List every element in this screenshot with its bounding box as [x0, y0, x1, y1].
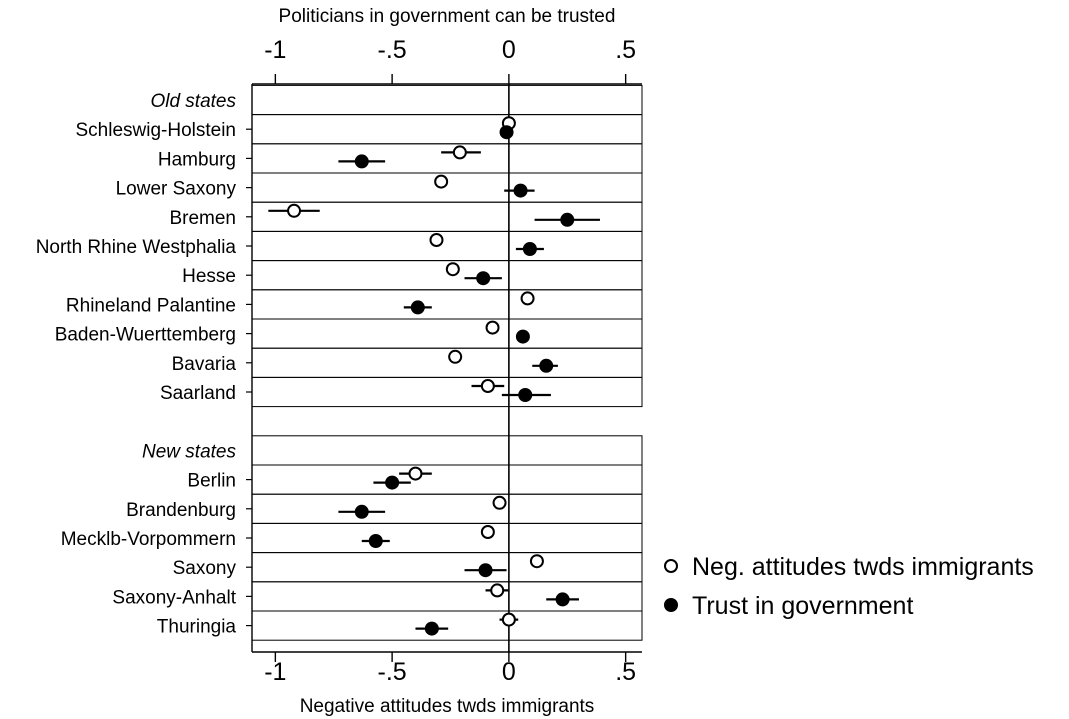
- trust-government-point: [354, 154, 369, 169]
- row-label: Hamburg: [158, 149, 236, 170]
- trust-government-point: [522, 242, 537, 256]
- row-label: Schleswig-Holstein: [75, 120, 236, 141]
- axes: -1 -.5 0 .5 -1 -.5 0 .5: [251, 36, 642, 686]
- row-label: Rhineland Palantine: [66, 295, 236, 316]
- legend-label: Neg. attitudes twds immigrants: [692, 553, 1034, 581]
- neg-attitude-point: [429, 233, 444, 247]
- trust-government-point: [385, 475, 400, 490]
- row-label: Saxony: [173, 558, 237, 579]
- trust-government-point: [410, 300, 425, 315]
- row-band: [251, 435, 643, 466]
- neg-attitude-point: [480, 525, 495, 539]
- bottom-tick-label: -1: [264, 658, 286, 686]
- row-band: [251, 376, 643, 408]
- bottom-tick-label: .5: [615, 658, 636, 686]
- row-label: Bavaria: [172, 354, 237, 375]
- row-band: [251, 84, 643, 116]
- legend-label: Trust in government: [692, 592, 913, 620]
- row-band: [251, 464, 643, 495]
- row-label: Brandenburg: [126, 500, 236, 521]
- row-band: [251, 552, 643, 583]
- neg-attitude-point: [448, 349, 463, 364]
- bottom-axis-title: Negative attitudes twds immigrants: [300, 696, 595, 717]
- neg-attitude-point: [452, 145, 467, 160]
- trust-government-point: [354, 504, 369, 519]
- row-label: Mecklb-Vorpommern: [61, 529, 236, 550]
- row-label: Hesse: [182, 266, 236, 287]
- trust-government-point: [515, 329, 530, 344]
- neg-attitude-point: [434, 174, 449, 189]
- row-bands: Old states Schleswig-Holstein Hamburg Lower…: [36, 84, 643, 641]
- top-tick-label: 0: [502, 36, 516, 64]
- neg-attitude-point: [529, 554, 544, 569]
- legend-hollow-marker: [664, 559, 678, 573]
- trust-government-point: [368, 534, 383, 548]
- top-tick-label: .5: [615, 36, 636, 64]
- top-axis-title: Politicians in government can be trusted: [279, 6, 616, 27]
- trust-government-point: [424, 621, 439, 636]
- trust-government-point: [560, 212, 575, 227]
- row-label: Thuringia: [157, 617, 237, 638]
- neg-attitude-point: [492, 495, 507, 510]
- trust-government-point: [539, 358, 554, 373]
- trust-government-point: [478, 563, 493, 578]
- row-band: [251, 230, 643, 262]
- neg-attitude-point: [480, 379, 495, 393]
- row-label: Saxony-Anhalt: [112, 587, 236, 608]
- neg-attitude-point: [490, 583, 505, 598]
- top-tick-label: -1: [264, 36, 286, 64]
- top-tick-label: -.5: [378, 36, 407, 64]
- row-band: [251, 347, 643, 378]
- row-band: [251, 143, 643, 174]
- row-label: Baden-Wuerttemberg: [55, 325, 236, 346]
- trust-government-point: [499, 125, 514, 140]
- neg-attitude-point: [520, 291, 535, 306]
- neg-attitude-point: [445, 262, 460, 277]
- row-label: Berlin: [187, 471, 236, 492]
- trust-government-point: [555, 592, 570, 607]
- trust-government-point: [476, 271, 491, 286]
- row-band: [251, 260, 643, 291]
- section-label: New states: [142, 441, 236, 462]
- row-band: [251, 493, 643, 524]
- row-band: [251, 289, 643, 320]
- row-band: [251, 581, 643, 612]
- row-band: [251, 522, 643, 554]
- row-label: Saarland: [160, 383, 236, 404]
- row-band: [251, 114, 643, 145]
- bottom-tick-label: -.5: [378, 658, 407, 686]
- row-band: [251, 201, 643, 232]
- neg-attitude-point: [501, 612, 516, 627]
- trust-government-point: [513, 183, 528, 198]
- neg-attitude-point: [287, 203, 302, 218]
- row-band: [251, 318, 643, 349]
- row-label: Lower Saxony: [116, 179, 237, 200]
- row-band: [251, 172, 643, 203]
- row-label: Bremen: [169, 208, 236, 229]
- data-marks: [268, 116, 600, 636]
- section-label: Old states: [150, 91, 236, 112]
- neg-attitude-point: [408, 466, 423, 481]
- trust-government-point: [518, 388, 533, 402]
- row-label: North Rhine Westphalia: [36, 237, 237, 258]
- legend: Neg. attitudes twds immigrants Trust in g…: [664, 553, 1034, 620]
- bottom-tick-label: 0: [502, 658, 516, 686]
- legend-filled-marker: [664, 598, 678, 612]
- row-band: [251, 610, 643, 641]
- neg-attitude-point: [485, 320, 500, 335]
